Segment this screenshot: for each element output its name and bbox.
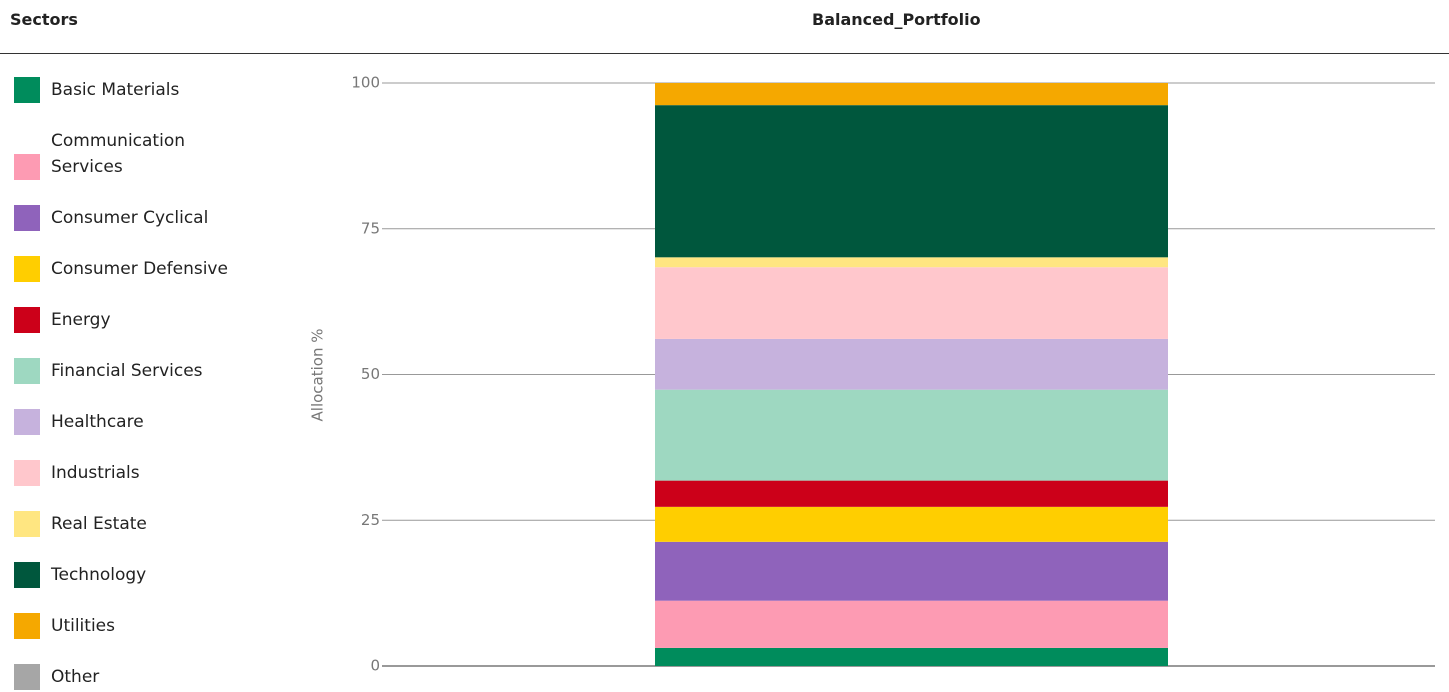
bar-segment: [655, 338, 1168, 390]
y-tick-label: 100: [351, 74, 380, 92]
legend-item: Communication Services: [14, 128, 236, 180]
legend-item: Basic Materials: [14, 77, 236, 103]
legend-label: Communication Services: [51, 131, 185, 177]
legend-item: Healthcare: [14, 409, 236, 435]
legend-swatch: [14, 562, 40, 588]
legend-item: Energy: [14, 307, 236, 333]
bar-segment: [655, 257, 1168, 268]
y-tick-label: 75: [361, 219, 380, 237]
legend-swatch: [14, 511, 40, 537]
bar-segment: [655, 105, 1168, 258]
legend-label: Basic Materials: [51, 80, 180, 100]
legend-swatch: [14, 664, 40, 690]
legend-item: Utilities: [14, 613, 236, 639]
legend-title: Sectors: [10, 10, 78, 29]
y-tick-label: 0: [370, 657, 380, 675]
y-tick-label: 25: [361, 511, 380, 529]
bar-segment: [655, 600, 1168, 648]
column-header: Balanced_Portfolio: [812, 10, 981, 29]
legend-swatch: [14, 77, 40, 103]
legend-label: Technology: [51, 565, 147, 585]
legend-swatch: [14, 307, 40, 333]
legend-label: Energy: [51, 310, 111, 330]
legend-swatch: [14, 613, 40, 639]
legend-item: Other: [14, 664, 236, 690]
legend-swatch: [14, 358, 40, 384]
legend-swatch: [14, 205, 40, 231]
legend-swatch: [14, 409, 40, 435]
legend: Basic Materials Communication Services Con…: [14, 77, 236, 690]
legend-item: Financial Services: [14, 358, 236, 384]
legend-label: Consumer Cyclical: [51, 208, 209, 228]
bar-segment: [655, 541, 1168, 601]
header-rule: [0, 53, 1449, 54]
bar-segment: [655, 83, 1168, 106]
legend-item: Consumer Cyclical: [14, 205, 236, 231]
bar-segment: [655, 389, 1168, 481]
legend-swatch: [14, 256, 40, 282]
bar-segment: [655, 647, 1168, 666]
legend-item: Real Estate: [14, 511, 236, 537]
legend-item: Technology: [14, 562, 236, 588]
legend-label: Utilities: [51, 616, 115, 636]
legend-label: Real Estate: [51, 514, 147, 534]
legend-item: Industrials: [14, 460, 236, 486]
legend-swatch: [14, 154, 40, 180]
legend-label: Industrials: [51, 463, 140, 483]
legend-label: Other: [51, 667, 100, 687]
bar-segment: [655, 506, 1168, 542]
y-tick-label: 50: [361, 365, 380, 383]
legend-label: Financial Services: [51, 361, 203, 381]
legend-item: Consumer Defensive: [14, 256, 236, 282]
bar-segment: [655, 267, 1168, 339]
bar-segment: [655, 480, 1168, 507]
legend-swatch: [14, 460, 40, 486]
legend-label: Healthcare: [51, 412, 144, 432]
y-axis-label: Allocation %: [309, 329, 327, 422]
legend-label: Consumer Defensive: [51, 259, 228, 279]
